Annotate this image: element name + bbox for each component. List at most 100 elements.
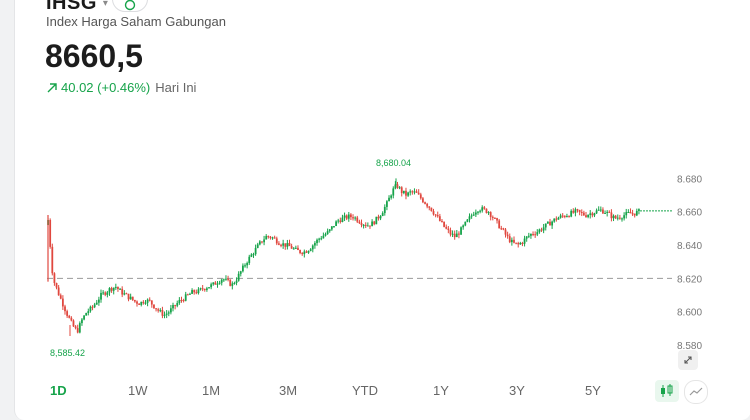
range-tab-ytd[interactable]: YTD	[352, 383, 378, 398]
candle-body	[163, 314, 166, 316]
candle-body	[549, 221, 551, 226]
candle-body	[400, 187, 403, 194]
candle-body	[559, 215, 562, 218]
candle-body	[273, 237, 276, 239]
candle-body	[326, 231, 329, 235]
candle-body	[201, 288, 204, 290]
candle-body	[407, 192, 409, 196]
candle-body	[542, 227, 545, 231]
range-tab-1d[interactable]: 1D	[50, 383, 67, 398]
expand-chart-button[interactable]	[678, 350, 698, 370]
candle-body	[254, 247, 257, 255]
candle-body	[449, 230, 452, 235]
candle-body	[292, 248, 295, 250]
candle-body	[375, 216, 378, 225]
candle-body	[487, 212, 490, 214]
candle-body	[51, 246, 54, 274]
range-tab-1m[interactable]: 1M	[202, 383, 221, 398]
candle-body	[347, 214, 350, 219]
candle-body	[57, 287, 60, 296]
candle-body	[595, 210, 598, 214]
candle-body	[417, 192, 420, 195]
candle-body	[307, 250, 310, 253]
candle-body	[218, 282, 221, 284]
candle-body	[589, 213, 592, 215]
candle-body	[638, 209, 640, 211]
candle-body	[267, 236, 270, 238]
range-tab-3y[interactable]: 3Y	[509, 383, 525, 398]
candle-body	[597, 209, 600, 211]
candle-body	[500, 228, 503, 230]
candle-body	[608, 211, 611, 213]
range-tab-1y[interactable]: 1Y	[433, 383, 449, 398]
candle-body	[72, 320, 75, 327]
candle-body	[59, 295, 62, 299]
candle-body	[89, 306, 92, 312]
candle-body	[627, 212, 630, 214]
candle-body	[155, 308, 157, 310]
candle-body	[458, 233, 460, 235]
candle-body	[356, 217, 359, 222]
candle-body	[184, 294, 187, 301]
candle-body	[123, 293, 126, 295]
candle-body	[498, 220, 501, 229]
candle-body	[258, 241, 261, 245]
y-tick-label: 8.580	[677, 341, 702, 352]
candle-body	[453, 233, 456, 238]
candle-body	[182, 300, 185, 302]
candle-body	[252, 254, 255, 256]
candle-body	[544, 223, 547, 228]
candle-body	[591, 213, 594, 216]
candle-body	[477, 211, 479, 213]
candle-body	[616, 217, 619, 219]
candle-body	[108, 288, 111, 293]
candle-body	[176, 303, 179, 306]
candle-body	[100, 292, 102, 300]
candle-body	[49, 220, 52, 247]
candle-body	[483, 207, 486, 209]
candle-body	[538, 229, 541, 233]
candle-body	[568, 216, 570, 218]
candle-body	[282, 243, 285, 246]
range-tab-3m[interactable]: 3M	[279, 383, 298, 398]
candle-body	[424, 202, 426, 204]
candle-body	[97, 299, 100, 303]
candle-body	[197, 289, 200, 294]
candle-body	[371, 221, 373, 227]
range-tab-5y[interactable]: 5Y	[585, 383, 601, 398]
candle-body	[244, 265, 246, 267]
candle-body	[205, 288, 208, 290]
candle-body	[309, 249, 312, 251]
candle-body	[311, 245, 314, 250]
candle-body	[629, 212, 632, 214]
change-value: 40.02 (+0.46%)	[61, 80, 151, 95]
candle-body	[570, 210, 573, 217]
index-name: Index Harga Saham Gabungan	[46, 14, 226, 29]
candle-body	[225, 278, 227, 280]
candle-body	[496, 218, 498, 221]
stock-card	[14, 0, 750, 420]
candle-body	[633, 213, 636, 216]
candle-body	[386, 201, 388, 207]
candle-body	[146, 299, 149, 303]
candle-body	[506, 234, 509, 237]
candle-body	[593, 213, 596, 216]
candle-body	[479, 210, 482, 212]
current-price: 8660,5	[45, 38, 143, 74]
range-tab-1w[interactable]: 1W	[128, 383, 148, 398]
candlestick-toggle-button[interactable]	[655, 380, 679, 402]
candle-body	[350, 214, 352, 218]
candle-body	[169, 308, 172, 313]
candle-body	[602, 209, 604, 214]
candle-body	[136, 301, 138, 304]
chevron-down-icon[interactable]: ▾	[102, 0, 108, 9]
price-chart[interactable]: 8.680 8.660 8.640 8.620 8.600 8.580 8,680.04 8,…	[0, 0, 750, 400]
candle-body	[566, 216, 568, 218]
candle-body	[193, 290, 196, 293]
candle-body	[95, 302, 98, 305]
candle-body	[91, 306, 94, 308]
candle-body	[53, 273, 56, 283]
candle-body	[373, 221, 376, 225]
candle-body	[519, 242, 522, 245]
line-chart-toggle-button[interactable]	[684, 380, 708, 404]
